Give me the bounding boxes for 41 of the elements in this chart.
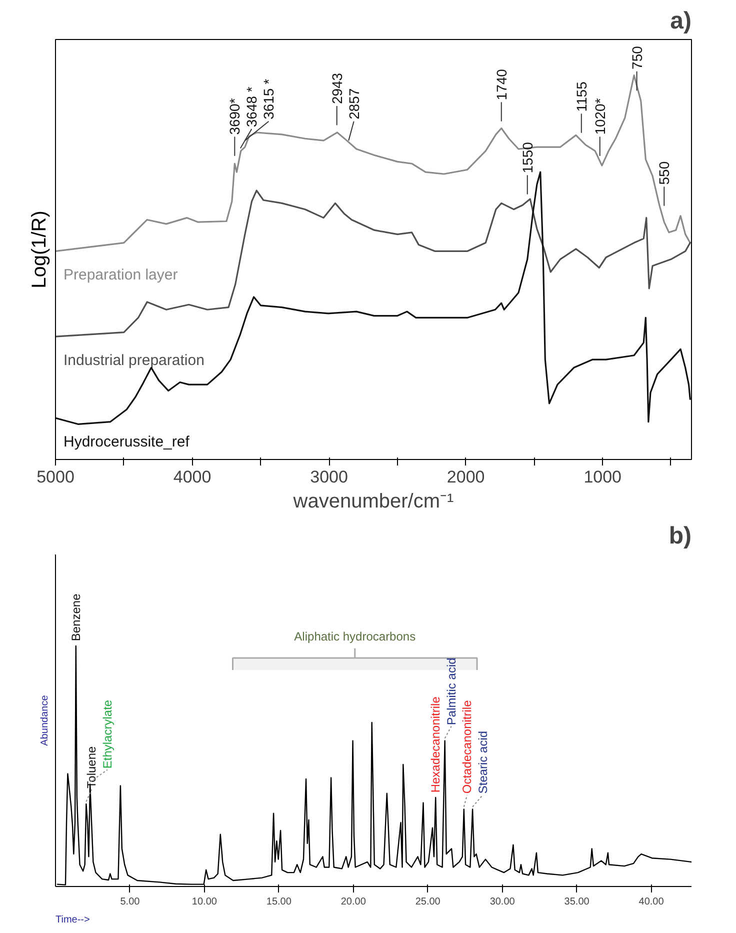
x-tick-label: 25.00: [415, 896, 441, 908]
annotation: 550: [656, 161, 672, 185]
annotation: Octadecanonitrile: [460, 700, 474, 794]
annotation: 1020*: [592, 98, 608, 135]
y-axis-title: Abundance: [40, 694, 50, 746]
text: b): [668, 522, 692, 550]
x-tick-label: 5.00: [120, 896, 140, 908]
annotation: 750: [628, 46, 645, 70]
annotation: Ethylacrylate: [100, 700, 114, 769]
x-tick-label: 5000: [36, 468, 74, 486]
x-tick-label: 1000: [584, 468, 622, 486]
annotation: 1550: [519, 142, 536, 174]
annotation: 1155: [573, 81, 590, 112]
annotation: Toluene: [84, 746, 99, 788]
annotation: 2857: [346, 88, 362, 120]
x-axis-title: wavenumber/cm⁻¹: [292, 490, 454, 512]
annotation: 3615 *: [260, 78, 277, 120]
x-tick-label: 10.00: [192, 896, 218, 908]
x-tick-label: 20.00: [340, 896, 366, 908]
band-label: Aliphatic hydrocarbons: [294, 630, 416, 644]
x-tick-label: 15.00: [266, 896, 292, 908]
x-tick-label: 4000: [173, 468, 212, 486]
annotation: Benzene: [68, 593, 83, 642]
annotation: 3690*: [226, 98, 243, 135]
x-tick-label: 30.00: [490, 896, 516, 908]
series-label: Hydrocerussite_ref: [64, 433, 190, 450]
text: a): [670, 8, 692, 34]
x-tick-label: 40.00: [638, 896, 664, 908]
annotation: 2943: [328, 72, 345, 104]
annotation: 3648 *: [244, 86, 260, 128]
series-label: Industrial preparation: [64, 352, 204, 369]
x-tick-label: 35.00: [564, 896, 590, 908]
x-tick-label: 3000: [310, 468, 348, 486]
annotation: Stearic acid: [476, 730, 490, 794]
annotation: Hexadecanonitrile: [428, 696, 443, 793]
annotation: Palmitic acid: [444, 658, 458, 726]
y-axis-title: Log(1/R): [28, 210, 50, 288]
x-axis-title: Time-->: [56, 914, 90, 926]
annotation: 1740: [493, 68, 510, 100]
series-label: Preparation layer: [64, 266, 178, 284]
x-tick-label: 2000: [446, 468, 485, 486]
